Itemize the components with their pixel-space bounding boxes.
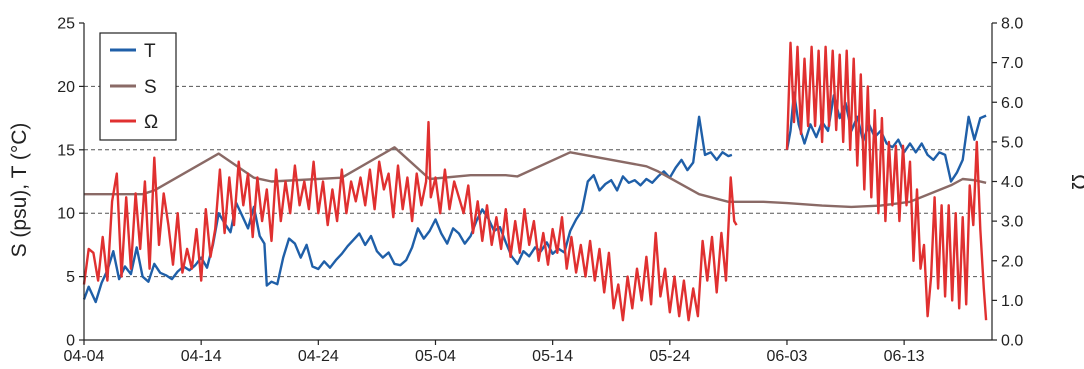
- x-tick-label-04-04: 04-04: [64, 348, 105, 365]
- y-right-tick-label-1.0: 1.0: [1001, 293, 1023, 310]
- y-right-tick-label-6.0: 6.0: [1001, 95, 1023, 112]
- x-tick-label-05-14: 05-14: [532, 348, 573, 365]
- y-right-tick-label-7.0: 7.0: [1001, 55, 1023, 72]
- series-lines: [84, 43, 986, 320]
- y-right-tick-label-4.0: 4.0: [1001, 174, 1023, 191]
- y-right-tick-label-5.0: 5.0: [1001, 134, 1023, 151]
- legend-label-s: S: [144, 77, 157, 98]
- legend-label-omega: Ω: [144, 112, 158, 133]
- x-tick-label-05-24: 05-24: [649, 348, 690, 365]
- series-omega-line-0: [84, 122, 737, 320]
- y-left-tick-label-5: 5: [66, 269, 75, 286]
- legend-label-t: T: [144, 41, 156, 62]
- x-tick-label-06-03: 06-03: [767, 348, 808, 365]
- x-tick-label-04-24: 04-24: [298, 348, 339, 365]
- series-t-line-0: [84, 117, 732, 302]
- y-left-tick-label-10: 10: [57, 206, 75, 223]
- y-right-tick-label-8.0: 8.0: [1001, 16, 1023, 33]
- y-left-tick-label-20: 20: [57, 79, 75, 96]
- legend: T S Ω: [100, 33, 176, 140]
- y-right-tick-label-3.0: 3.0: [1001, 214, 1023, 231]
- y-left-tick-label-0: 0: [66, 333, 75, 350]
- x-tick-label-06-13: 06-13: [884, 348, 925, 365]
- y-axis-left-title: S (psu), T (°C): [8, 123, 31, 258]
- y-right-tick-label-0.0: 0.0: [1001, 333, 1023, 350]
- y-right-tick-label-2.0: 2.0: [1001, 253, 1023, 270]
- x-tick-label-05-04: 05-04: [415, 348, 456, 365]
- y-left-tick-label-15: 15: [57, 142, 75, 159]
- axes: [79, 23, 997, 345]
- y-axis-right-title: Ω: [1067, 174, 1084, 190]
- x-tick-label-04-14: 04-14: [181, 348, 222, 365]
- y-left-tick-label-25: 25: [57, 16, 75, 33]
